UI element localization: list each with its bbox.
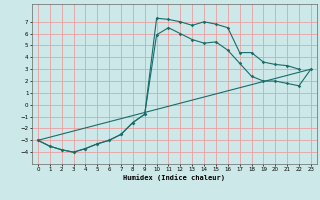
X-axis label: Humidex (Indice chaleur): Humidex (Indice chaleur) bbox=[124, 174, 225, 181]
